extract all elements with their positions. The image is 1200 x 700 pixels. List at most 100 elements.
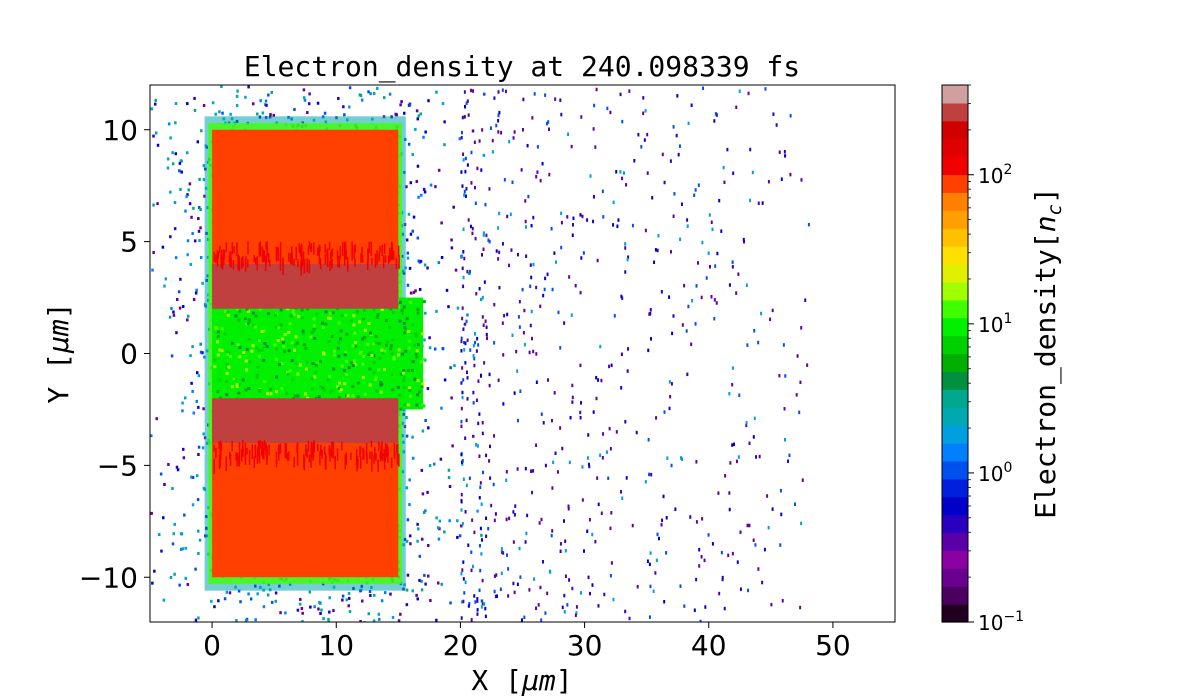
halo-speckle [154,98,157,102]
channel-speckle [372,354,376,358]
wall-streak [301,248,303,258]
halo-speckle [179,187,182,191]
scattered-electron [461,462,464,466]
scattered-electron [461,184,464,188]
halo-speckle [179,277,182,281]
scattered-electron [484,606,487,611]
scattered-electron [620,352,623,357]
scattered-electron [728,283,731,287]
channel-speckle [290,374,294,378]
scattered-electron [665,551,668,555]
colorbar-band [942,317,968,337]
channel-speckle [367,322,371,326]
scattered-electron [506,312,509,317]
scattered-electron [505,470,508,474]
channel-speckle [280,337,284,341]
channel-speckle [266,338,270,342]
channel-speckle [375,396,379,400]
channel-speckle [398,319,402,323]
scattered-electron [619,92,622,97]
scattered-electron [488,383,491,388]
halo-speckle [415,593,418,597]
colorbar-band [942,550,968,569]
wall-streak [296,444,298,453]
scattered-electron [571,395,574,400]
scattered-electron [521,287,524,292]
channel-speckle [421,357,425,361]
y-axis-label: Y [μm] [42,302,75,403]
scattered-electron [586,218,589,222]
scattered-electron [532,215,535,220]
halo-speckle [197,229,201,233]
halo-speckle [169,235,172,239]
channel-speckle [383,349,387,353]
halo-speckle [405,434,409,438]
halo-speckle [174,152,178,156]
halo-speckle [186,318,189,322]
channel-speckle [408,300,412,304]
halo-speckle [313,605,316,609]
channel-speckle [391,311,395,315]
scattered-electron [468,476,471,481]
channel-speckle [408,388,412,392]
channel-speckle [309,335,313,339]
halo-speckle [429,599,432,603]
channel-speckle [344,350,348,354]
channel-speckle [417,387,421,391]
halo-speckle [332,609,335,613]
halo-speckle [466,313,469,317]
channel-speckle [225,393,229,397]
channel-speckle [362,317,366,321]
channel-speckle [328,311,332,315]
halo-speckle [424,582,427,586]
scattered-electron [767,525,770,530]
halo-speckle [456,535,459,539]
scattered-electron [568,275,571,279]
scattered-electron [478,495,481,500]
halo-speckle [169,136,172,140]
scattered-electron [540,412,543,416]
chart-title: Electron_density at 240.098339 fs [244,50,800,84]
scattered-electron [462,158,465,162]
scattered-electron [677,152,680,157]
halo-speckle [435,516,438,520]
channel-speckle [247,335,251,339]
scattered-electron [800,326,803,330]
halo-speckle [447,468,451,472]
scattered-electron [485,332,488,337]
channel-speckle [277,326,281,330]
scattered-electron [483,602,486,606]
channel-speckle [263,379,267,383]
wall-streak [235,452,237,461]
halo-speckle [201,351,204,355]
scattered-electron [463,348,466,352]
wall-streak [387,446,389,457]
wall-streak [387,451,389,463]
scattered-electron [473,185,476,190]
scattered-electron [523,615,526,620]
scattered-electron [728,491,731,495]
halo-speckle [347,604,350,608]
channel-speckle [286,372,290,376]
scattered-electron [500,131,503,135]
channel-speckle [283,332,287,336]
wall-streak [244,260,247,272]
halo-speckle [303,98,307,102]
halo-speckle [369,594,372,598]
halo-speckle [150,107,154,111]
scattered-electron [480,502,483,506]
halo-speckle [327,617,330,621]
halo-speckle [482,92,486,96]
scattered-electron [468,269,471,274]
scattered-electron [648,615,651,619]
wall-streak [371,451,373,459]
wall-streak [287,451,290,462]
scattered-electron [695,520,698,524]
channel-speckle [415,349,419,353]
halo-speckle [307,102,311,106]
channel-speckle [337,341,341,345]
scattered-electron [731,265,734,269]
halo-speckle [199,226,202,230]
scattered-electron [466,163,469,167]
channel-speckle [248,360,252,364]
